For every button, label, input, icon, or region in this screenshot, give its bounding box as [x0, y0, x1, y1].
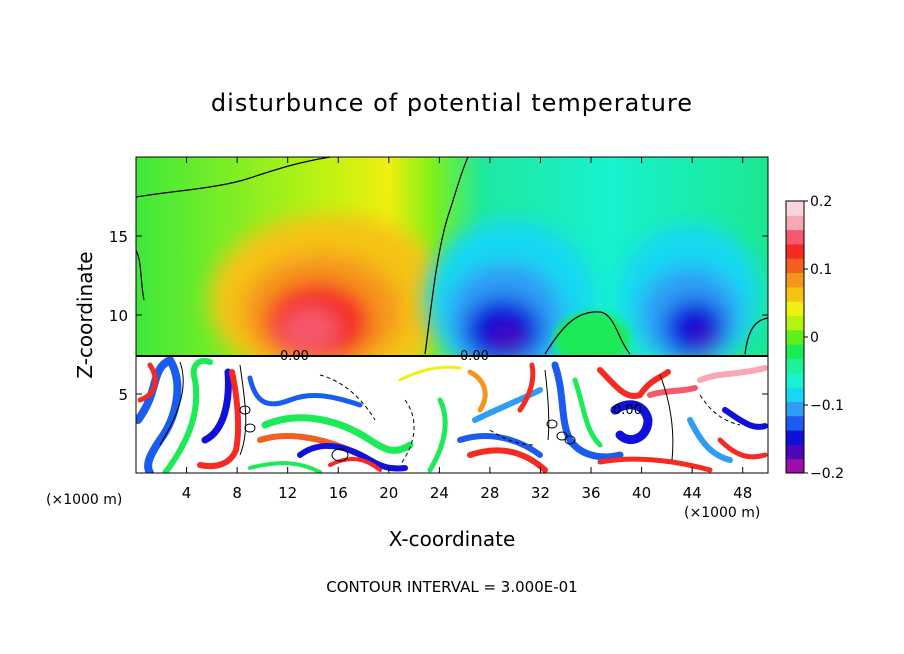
colorbar-swatch	[786, 243, 804, 259]
x-tick-label: 36	[581, 484, 600, 502]
turbulent-layer	[136, 354, 768, 473]
colorbar-tick-label: −0.1	[810, 398, 844, 414]
colorbar-swatch	[786, 387, 804, 402]
colorbar-swatch	[786, 329, 804, 345]
x-tick-label: 44	[683, 484, 702, 502]
contour-labels: 0.00 0.00 0.00	[280, 349, 642, 418]
x-tick-label: 4	[182, 484, 192, 502]
x-tick-label: 8	[232, 484, 242, 502]
x-axis-ticks: 4 8 12 16 20 24 28 32 36 40 44 48	[182, 157, 752, 502]
y-tick-label: 10	[109, 307, 128, 325]
contour-label: 0.00	[460, 349, 489, 364]
upper-contours	[136, 157, 768, 355]
cold-anomaly-right	[618, 225, 762, 365]
green-bump	[554, 312, 630, 368]
x-tick-label: 40	[632, 484, 651, 502]
colorbar-swatch	[786, 301, 804, 317]
contour-label: 0.00	[613, 403, 642, 418]
contour-interval-footer: CONTOUR INTERVAL = 3.000E-01	[326, 578, 577, 596]
colorbar-swatch	[786, 430, 804, 445]
colorbar-tick-label: 0.2	[810, 194, 832, 210]
colorbar-swatch	[786, 272, 804, 288]
y-unit-label: (×1000 m)	[46, 492, 122, 508]
x-tick-label: 16	[329, 484, 348, 502]
x-unit-label: (×1000 m)	[684, 505, 760, 521]
contour-label: 0.00	[280, 349, 309, 364]
colorbar-ticks: 0.2 0.1 0 −0.1 −0.2	[804, 194, 844, 482]
colorbar-swatch	[786, 372, 804, 388]
colorbar-swatch	[786, 415, 804, 431]
colorbar-swatch	[786, 458, 804, 474]
colorbar-tick-label: 0	[810, 330, 819, 346]
x-axis-label: X-coordinate	[389, 527, 516, 551]
colorbar-swatch	[786, 258, 804, 274]
colorbar-swatch	[786, 315, 804, 331]
x-tick-label: 12	[278, 484, 297, 502]
plot-area	[136, 157, 768, 473]
y-tick-label: 5	[118, 386, 128, 404]
colorbar-swatch	[786, 401, 804, 417]
y-axis-ticks: 5 10 15	[109, 228, 768, 404]
colorbar-swatch	[786, 229, 804, 245]
x-tick-label: 24	[430, 484, 449, 502]
colorbar-swatch	[786, 358, 804, 374]
x-tick-label: 20	[379, 484, 398, 502]
y-tick-label: 15	[109, 228, 128, 246]
x-tick-label: 48	[733, 484, 752, 502]
x-tick-label: 32	[531, 484, 550, 502]
colorbar	[786, 201, 804, 474]
colorbar-swatch	[786, 444, 804, 460]
x-tick-label: 28	[480, 484, 499, 502]
cold-anomaly-left	[425, 220, 595, 380]
turbulent-contours	[136, 355, 768, 466]
colorbar-tick-label: −0.2	[810, 466, 844, 482]
warm-anomaly	[210, 215, 450, 385]
colorbar-swatch	[786, 201, 804, 216]
colorbar-swatch	[786, 215, 804, 231]
colorbar-swatch	[786, 286, 804, 302]
colorbar-swatch	[786, 344, 804, 359]
chart-title: disturbunce of potential temperature	[211, 89, 693, 117]
colorbar-tick-label: 0.1	[810, 262, 832, 278]
y-axis-label: Z-coordinate	[73, 251, 97, 378]
